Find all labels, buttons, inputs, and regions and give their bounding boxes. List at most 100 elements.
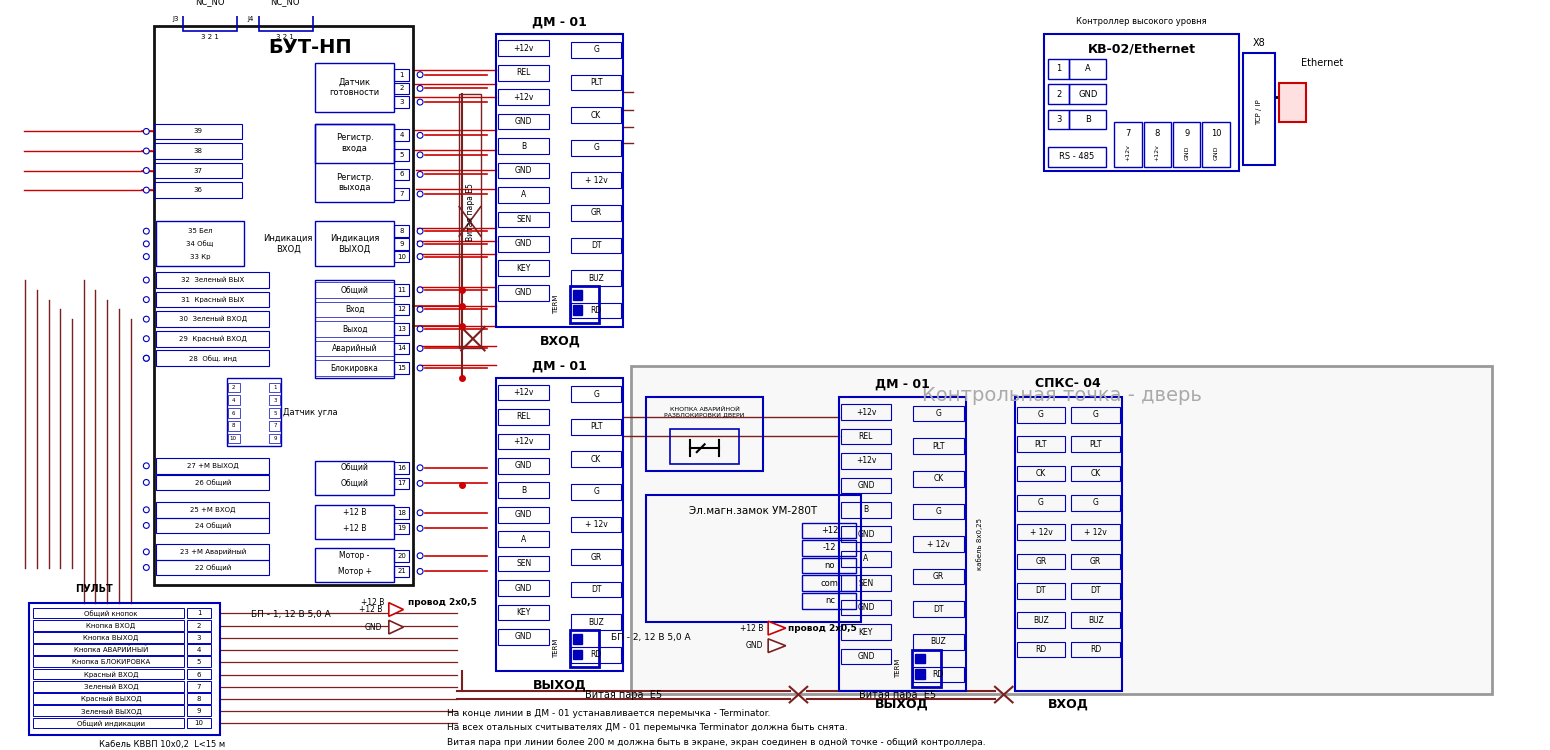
Text: SEN: SEN [516,215,532,224]
Bar [1017,613,1065,628]
Text: Витая пара Е5: Витая пара Е5 [467,183,476,241]
Text: GND: GND [515,584,533,592]
Text: GR: GR [1090,557,1102,566]
Text: 11: 11 [397,286,406,292]
Bar [1048,110,1070,130]
Text: БП - 1, 12 В 5,0 А: БП - 1, 12 В 5,0 А [251,610,330,619]
Circle shape [144,523,149,529]
Bar [316,360,394,376]
Bar [1070,59,1107,79]
Bar [394,82,409,94]
Text: TERM: TERM [896,658,901,678]
Text: REL: REL [859,432,873,441]
Bar [1279,82,1307,122]
Text: A: A [521,535,527,544]
Text: 1: 1 [197,610,202,616]
Bar [228,421,240,430]
Bar [259,8,313,31]
Bar [153,182,242,198]
Circle shape [417,346,423,352]
Text: G: G [594,488,598,496]
Bar [572,305,583,315]
Text: REL: REL [516,68,532,77]
Bar [570,630,598,668]
Bar [840,575,891,591]
Bar [913,602,964,617]
Text: ПУЛЬТ: ПУЛЬТ [76,584,113,594]
Circle shape [417,307,423,312]
Circle shape [144,188,149,193]
Bar [394,507,409,518]
Bar [1071,584,1121,598]
Bar [394,566,409,578]
Text: 3: 3 [197,635,202,641]
Text: G: G [1093,410,1099,419]
Polygon shape [769,621,786,635]
Text: Датчик угла: Датчик угла [284,407,338,416]
Bar [394,478,409,489]
Bar [498,433,549,449]
Text: GND: GND [1184,146,1189,160]
Bar [498,114,549,130]
Text: 7: 7 [197,684,202,690]
Bar [1017,436,1065,452]
Bar [570,549,622,565]
Bar [913,667,964,682]
Text: RD: RD [1035,645,1046,654]
Text: RD: RD [1090,645,1102,654]
Circle shape [144,316,149,322]
Bar [33,669,184,680]
Text: 8: 8 [400,228,403,234]
Text: CK: CK [933,474,944,483]
Text: +12 В: +12 В [739,623,763,632]
Bar [498,458,549,474]
Text: 5: 5 [400,152,403,158]
Bar [1017,642,1065,658]
Text: +12v: +12v [1125,145,1130,161]
Bar [570,614,622,630]
Bar [498,89,549,105]
Bar [268,433,281,443]
Text: 9: 9 [197,708,202,714]
Bar [153,163,242,178]
Bar [840,624,891,640]
Text: провод 2х0,5: провод 2х0,5 [787,623,856,632]
Bar [394,284,409,296]
Text: 5: 5 [197,659,202,665]
Text: 2: 2 [197,622,202,628]
Text: SEN: SEN [516,559,532,568]
Text: Общий: Общий [341,285,369,294]
Bar [33,681,184,692]
Bar [268,395,281,405]
Text: 6: 6 [197,671,202,677]
Text: 26 Общий: 26 Общий [195,479,231,486]
Bar [33,644,184,655]
Bar [840,478,891,494]
Text: GR: GR [591,553,601,562]
Bar [1071,642,1121,658]
Bar [803,523,856,538]
Text: PLT: PLT [591,78,603,87]
Text: + 12v: + 12v [584,176,608,184]
Bar [1048,85,1070,104]
Text: -12: -12 [823,544,837,553]
Text: G: G [1093,499,1099,508]
Text: RD: RD [591,306,601,315]
Text: 1: 1 [1056,64,1062,74]
Bar [1071,554,1121,569]
Bar [1017,495,1065,511]
Bar [316,124,394,163]
Text: Индикация
ВЫХОД: Индикация ВЫХОД [330,234,380,254]
Bar [33,632,184,643]
Text: GND: GND [1214,146,1218,160]
Text: A: A [521,190,527,200]
Bar [1043,34,1240,170]
Bar [394,130,409,141]
Bar [394,188,409,200]
Bar [839,398,966,691]
Text: +12v: +12v [513,436,533,445]
Text: 5: 5 [274,410,277,416]
Text: ДМ - 01: ДМ - 01 [533,359,587,373]
Bar [913,439,964,454]
Text: KEY: KEY [859,628,873,637]
